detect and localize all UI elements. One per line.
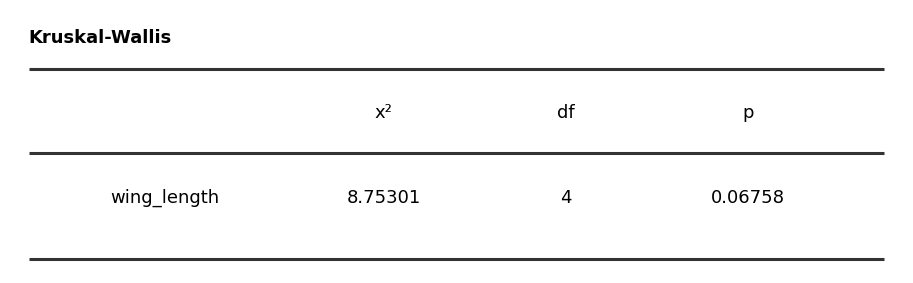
Text: df: df xyxy=(557,104,574,123)
Text: x²: x² xyxy=(374,104,393,123)
Text: wing_length: wing_length xyxy=(110,188,220,207)
Text: 0.06758: 0.06758 xyxy=(711,188,785,207)
Text: p: p xyxy=(742,104,753,123)
Text: Kruskal-Wallis: Kruskal-Wallis xyxy=(28,29,172,47)
Text: 8.75301: 8.75301 xyxy=(347,188,421,207)
Text: 4: 4 xyxy=(560,188,572,207)
